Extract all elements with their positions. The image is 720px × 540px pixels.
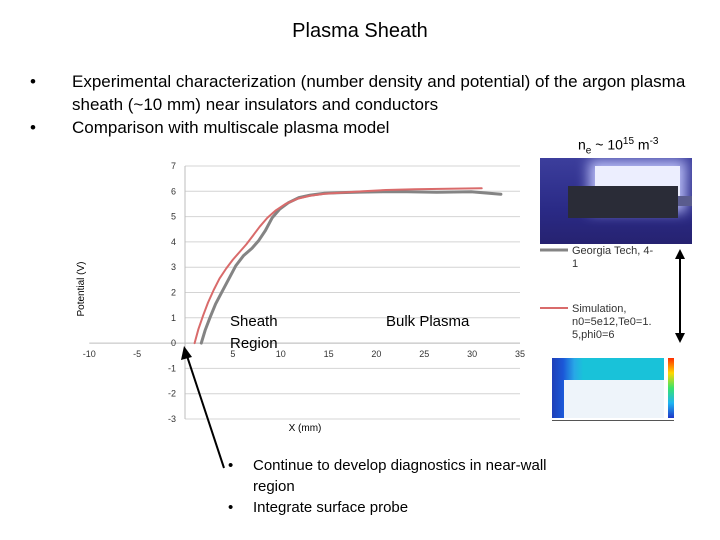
legend-label-2: Simulation, n0=5e12,Te0=1. 5,phi0=6 [572, 303, 652, 341]
sheath-region-label-line1: Sheath [230, 313, 278, 330]
density-subscript: e [585, 145, 592, 157]
y-tick-labels: -3 -2 -1 0 1 2 3 4 5 6 7 [168, 161, 176, 424]
bottom-bullet-list: • Continue to develop diagnostics in nea… [228, 455, 548, 518]
bullet-diagnostics: • Continue to develop diagnostics in nea… [228, 455, 548, 497]
bullet-text: Continue to develop diagnostics in near-… [253, 457, 547, 495]
x-tick-label: -10 [83, 349, 96, 359]
bullet-comparison: • Comparison with multiscale plasma mode… [30, 116, 700, 139]
insulator-block [568, 186, 678, 218]
density-unit-exponent: -3 [649, 136, 659, 147]
sheath-region-label-line2: Region [230, 335, 278, 352]
bullet-dot: • [228, 457, 234, 474]
chart-legend: Georgia Tech, 4-1 Simulation, n0=5e12,Te0=… [540, 245, 653, 341]
x-tick-label: -5 [133, 349, 141, 359]
density-base: n [578, 136, 586, 153]
y-tick-label: 4 [171, 237, 176, 247]
density-mid: ~ 10 [591, 136, 623, 153]
legend-label-line: Georgia Tech, 4- [572, 245, 653, 257]
y-tick-label: 3 [171, 262, 176, 272]
y-tick-label: 6 [171, 186, 176, 196]
double-arrow-head-bottom [675, 333, 685, 343]
arrow-shaft [186, 355, 225, 469]
chart-series [193, 187, 503, 345]
x-tick-label: 20 [371, 349, 381, 359]
chart-gridlines [89, 165, 520, 420]
bullet-text: Experimental characterization (number de… [72, 72, 686, 114]
series-line-1 [199, 190, 503, 345]
legend-label-line: 1 [572, 258, 578, 270]
legend-label-1: Georgia Tech, 4-1 [572, 245, 653, 270]
y-tick-label: -2 [168, 389, 176, 399]
bullet-surface-probe: • Integrate surface probe [228, 497, 548, 518]
density-unit: m [634, 136, 650, 153]
y-tick-label: 1 [171, 313, 176, 323]
legend-label-line: n0=5e12,Te0=1. [572, 316, 652, 328]
bullet-dot: • [30, 118, 36, 137]
page-title: Plasma Sheath [292, 20, 428, 42]
x-tick-label: 35 [515, 349, 525, 359]
y-tick-label: 2 [171, 288, 176, 298]
simulation-wall [564, 380, 664, 418]
double-arrow [675, 249, 685, 343]
x-tick-label: 5 [230, 349, 235, 359]
bullet-dot: • [30, 72, 36, 91]
double-arrow-head-top [675, 249, 685, 259]
probe-holder [678, 196, 692, 206]
bullet-experimental: • Experimental characterization (number … [30, 70, 700, 116]
y-tick-label: 7 [171, 161, 176, 171]
density-exponent: 15 [622, 136, 635, 147]
x-axis-label: X (mm) [289, 423, 322, 434]
y-axis-label: Potential (V) [76, 261, 87, 316]
y-tick-label: 0 [171, 338, 176, 348]
legend-label-line: Simulation, [572, 303, 626, 315]
arrow-pointer [181, 346, 225, 469]
simulation-axis [552, 420, 674, 421]
arrow-head [181, 346, 192, 360]
bulk-plasma-label: Bulk Plasma [386, 313, 470, 330]
simulation-contour-thumbnail [538, 354, 686, 426]
bullet-text: Integrate surface probe [253, 499, 409, 516]
density-label: ne ~ 1015 m-3 [578, 136, 658, 156]
plasma-photo [540, 158, 692, 244]
x-tick-labels: -10-505101520253035 [83, 349, 525, 359]
y-tick-label: -1 [168, 363, 176, 373]
x-tick-label: 15 [324, 349, 334, 359]
y-tick-label: 5 [171, 212, 176, 222]
simulation-colorbar [668, 358, 674, 418]
top-bullet-list: • Experimental characterization (number … [30, 70, 700, 139]
legend-label-line: 5,phi0=6 [572, 329, 615, 341]
y-tick-label: -3 [168, 414, 176, 424]
bullet-text: Comparison with multiscale plasma model [72, 118, 390, 137]
bullet-dot: • [228, 499, 234, 516]
x-tick-label: 25 [419, 349, 429, 359]
x-tick-label: 30 [467, 349, 477, 359]
series-line-2 [193, 187, 483, 345]
x-tick-label: 10 [276, 349, 286, 359]
